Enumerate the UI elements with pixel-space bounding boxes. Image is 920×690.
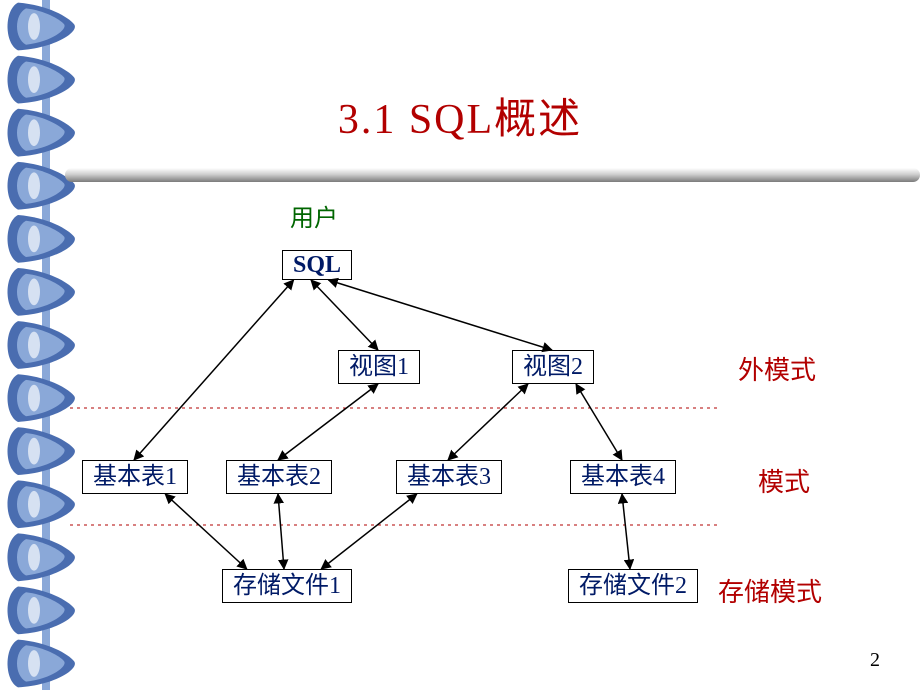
node-base2: 基本表2 [226,460,332,494]
node-base3: 基本表3 [396,460,502,494]
node-base1: 基本表1 [82,460,188,494]
node-store2: 存储文件2 [568,569,698,603]
title-divider-bar [65,168,920,182]
node-store1: 存储文件1 [222,569,352,603]
slide-title: 3.1 SQL概述 [0,85,920,146]
node-view2: 视图2 [512,350,594,384]
label-schema: 模式 [758,462,810,499]
user-label: 用户 [290,198,338,233]
label-storage-schema: 存储模式 [718,572,822,609]
page-number: 2 [870,649,880,672]
node-view1: 视图1 [338,350,420,384]
node-base4: 基本表4 [570,460,676,494]
node-sql: SQL [282,250,352,280]
label-outer-schema: 外模式 [738,350,816,387]
